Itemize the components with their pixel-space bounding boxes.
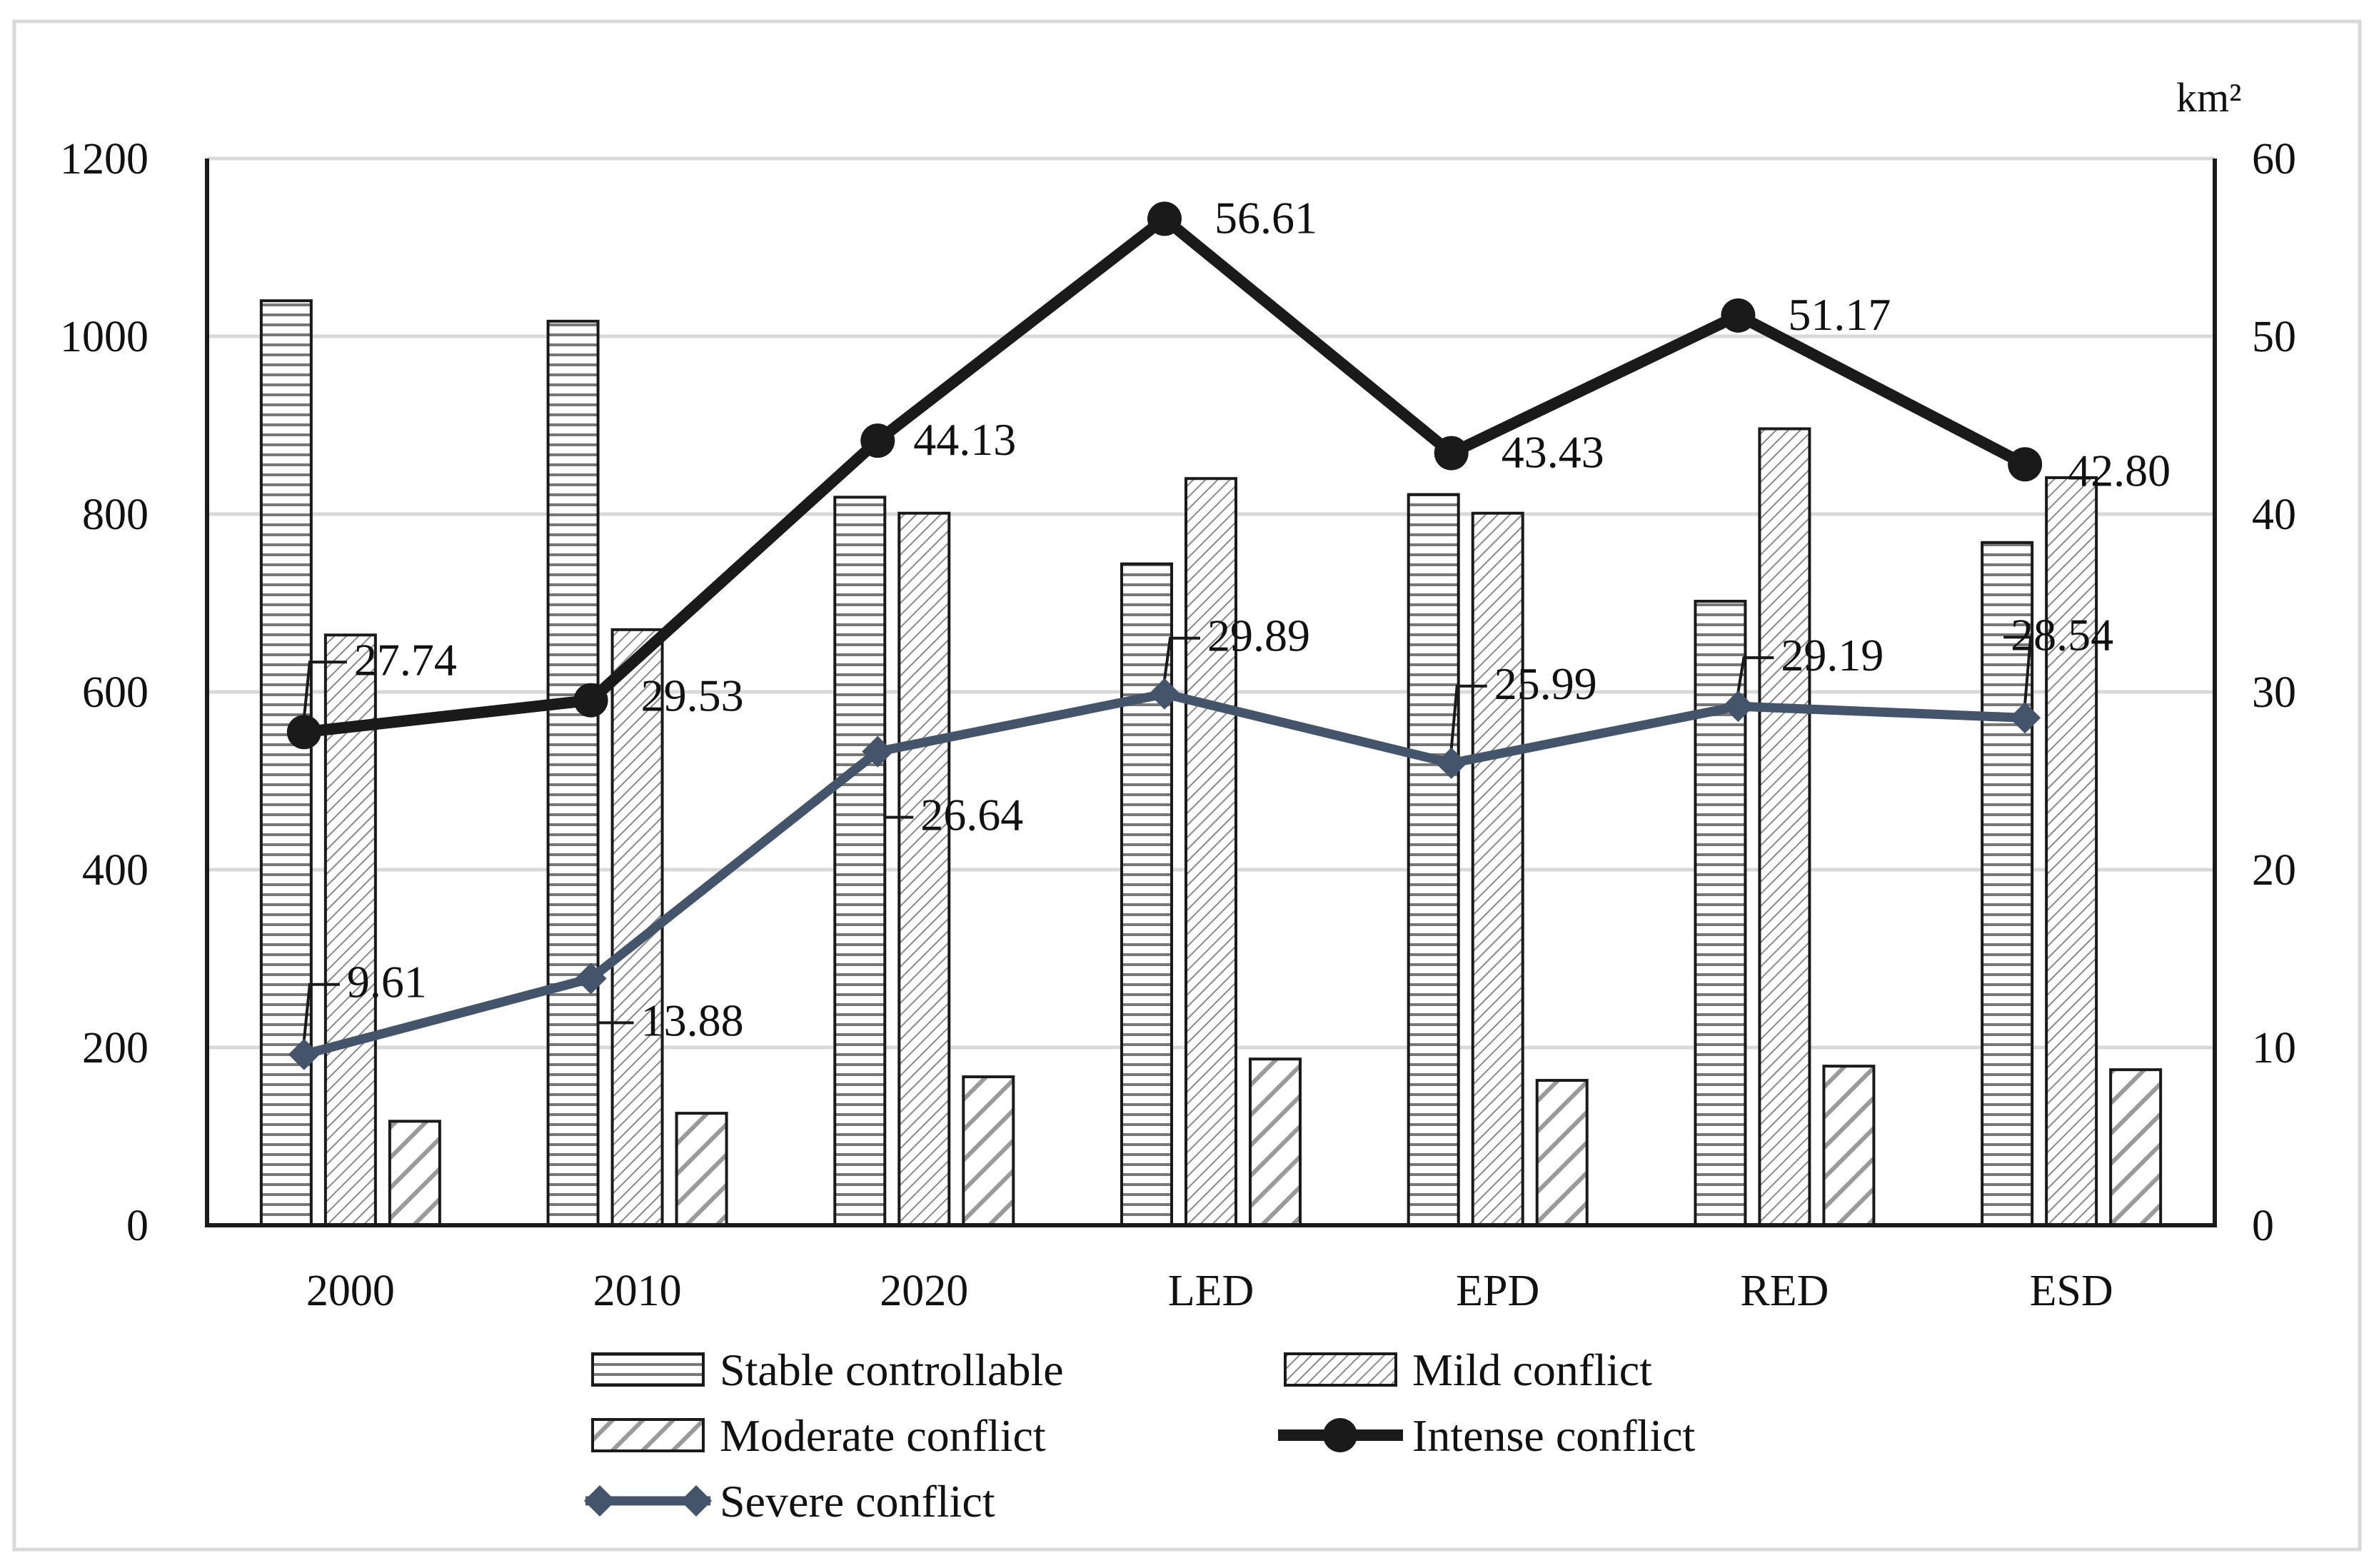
marker-intense-conflict <box>1147 201 1182 236</box>
bar-moderate-conflict <box>2109 1068 2163 1227</box>
marker-intense-conflict <box>860 423 895 458</box>
leader-line <box>302 982 340 1040</box>
bar-moderate-conflict <box>388 1120 441 1227</box>
legend-label: Mild conflict <box>1412 1345 1652 1395</box>
bar-stable-controllable <box>259 299 313 1227</box>
bar-mild-conflict <box>1185 477 1237 1227</box>
legend-label: Intense conflict <box>1412 1410 1696 1461</box>
legend-item-intense-conflict: Intense conflict <box>1278 1410 1696 1461</box>
data-label-intense-conflict: 51.17 <box>1788 289 1891 340</box>
bar-mild-conflict <box>2045 476 2098 1227</box>
leader-line <box>2003 635 2033 704</box>
legend-item-moderate-conflict: Moderate conflict <box>591 1410 1046 1461</box>
marker-intense-conflict <box>1721 298 1756 333</box>
bar-moderate-conflict <box>1535 1079 1589 1227</box>
bar-stable-controllable <box>1120 562 1173 1227</box>
x-axis-category-label: RED <box>1740 1267 1829 1315</box>
data-label-severe-conflict: 25.99 <box>1494 658 1597 709</box>
left-axis-tick-label: 400 <box>82 846 149 895</box>
x-axis-category-label: ESD <box>2030 1267 2113 1315</box>
marker-severe-conflict <box>862 735 894 768</box>
legend-item-stable-controllable: Stable controllable <box>591 1345 1064 1395</box>
bar-moderate-conflict <box>675 1112 728 1227</box>
left-axis-tick-label: 0 <box>126 1202 149 1250</box>
bar-stable-controllable <box>833 496 887 1227</box>
legend-label: Stable controllable <box>720 1345 1064 1395</box>
data-label-intense-conflict: 27.74 <box>354 634 457 685</box>
bar-stable-controllable <box>546 319 600 1227</box>
right-axis-tick-label: 60 <box>2252 135 2296 184</box>
bar-mild-conflict <box>897 511 951 1227</box>
data-label-severe-conflict: 28.54 <box>2011 609 2113 660</box>
legend-label: Severe conflict <box>720 1476 995 1527</box>
leader-line <box>1449 684 1487 750</box>
left-axis-tick-label: 600 <box>82 668 149 717</box>
data-label-intense-conflict: 29.53 <box>641 670 744 721</box>
bar-mild-conflict <box>1758 427 1811 1227</box>
marker-intense-conflict <box>573 683 608 718</box>
right-axis-tick-label: 20 <box>2252 846 2296 895</box>
data-label-severe-conflict: 9.61 <box>347 957 427 1007</box>
legend-marker <box>680 1485 712 1517</box>
marker-severe-conflict <box>1435 747 1467 779</box>
left-axis-tick-label: 1200 <box>60 135 149 184</box>
legend-swatch <box>1284 1352 1397 1387</box>
bar-moderate-conflict <box>1249 1057 1302 1227</box>
right-axis-tick-label: 40 <box>2252 491 2296 539</box>
marker-intense-conflict <box>2008 447 2043 482</box>
x-axis-category-label: 2020 <box>880 1267 968 1315</box>
data-label-severe-conflict: 13.88 <box>641 995 744 1045</box>
marker-severe-conflict <box>1149 678 1180 710</box>
outer-frame <box>12 19 2362 1552</box>
data-label-severe-conflict: 29.19 <box>1781 630 1883 680</box>
x-axis-category-label: 2010 <box>593 1267 682 1315</box>
marker-severe-conflict <box>2009 702 2041 734</box>
legend-swatch <box>591 1352 705 1387</box>
legend-marker <box>584 1485 615 1517</box>
leader-line <box>1163 636 1200 680</box>
legend-item-mild-conflict: Mild conflict <box>1284 1345 1652 1395</box>
right-axis-unit: km² <box>2176 74 2242 121</box>
legend-label: Moderate conflict <box>720 1410 1046 1461</box>
legend-swatch <box>591 1418 705 1452</box>
leader-line <box>596 992 634 1025</box>
marker-severe-conflict <box>288 1038 320 1070</box>
x-axis-category-label: 2000 <box>306 1267 395 1315</box>
bar-moderate-conflict <box>1822 1065 1876 1227</box>
data-label-intense-conflict: 44.13 <box>913 414 1016 465</box>
marker-severe-conflict <box>575 963 607 995</box>
data-label-intense-conflict: 43.43 <box>1502 427 1604 478</box>
left-axis-tick-label: 200 <box>82 1024 149 1072</box>
data-label-intense-conflict: 42.80 <box>2068 445 2171 496</box>
data-label-intense-conflict: 56.61 <box>1214 192 1317 243</box>
legend-marker <box>1323 1418 1357 1452</box>
bar-mild-conflict <box>1471 511 1524 1227</box>
leader-line <box>302 660 347 718</box>
bar-stable-controllable <box>1407 493 1460 1227</box>
x-axis-category-label: EPD <box>1456 1267 1539 1315</box>
marker-severe-conflict <box>1722 690 1754 723</box>
marker-intense-conflict <box>286 715 321 750</box>
legend-item-severe-conflict: Severe conflict <box>584 1476 995 1527</box>
bar-stable-controllable <box>1981 541 2034 1227</box>
data-label-severe-conflict: 26.64 <box>920 790 1023 840</box>
left-axis-tick-label: 800 <box>82 491 149 539</box>
right-axis-tick-label: 50 <box>2252 313 2296 361</box>
marker-intense-conflict <box>1434 436 1469 471</box>
left-axis-tick-label: 1000 <box>60 313 149 361</box>
right-axis-tick-label: 30 <box>2252 668 2296 717</box>
right-axis-tick-label: 10 <box>2252 1024 2296 1072</box>
leader-line <box>883 765 914 819</box>
x-axis-category-label: LED <box>1168 1267 1254 1315</box>
right-axis-tick-label: 0 <box>2252 1202 2274 1250</box>
leader-line <box>1736 656 1774 693</box>
data-label-severe-conflict: 29.89 <box>1207 610 1310 661</box>
bar-moderate-conflict <box>962 1075 1015 1227</box>
